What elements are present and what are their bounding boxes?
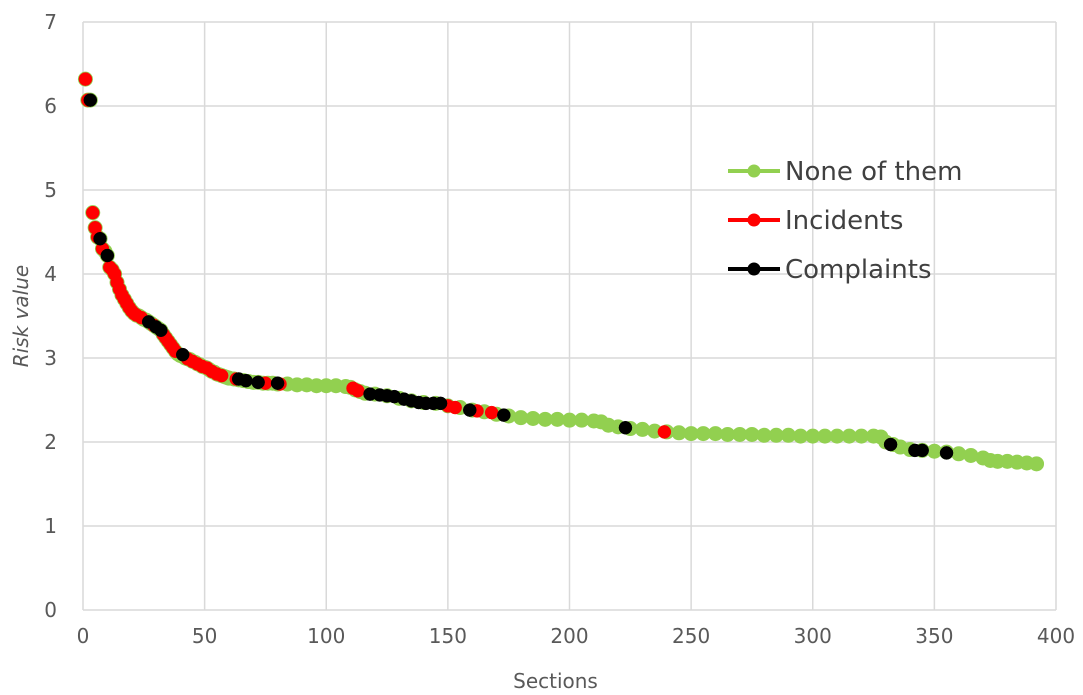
none-of-them-point bbox=[963, 447, 979, 463]
incidents-point bbox=[214, 368, 229, 383]
complaints-point bbox=[883, 437, 898, 452]
none-of-them-point bbox=[683, 426, 699, 442]
series-layer bbox=[77, 71, 1045, 472]
none-of-them-point bbox=[951, 446, 967, 462]
y-axis-title: Risk value bbox=[9, 265, 33, 367]
none-of-them-point bbox=[525, 410, 541, 426]
x-tick-label: 150 bbox=[429, 624, 467, 648]
y-tick-label: 0 bbox=[44, 598, 57, 622]
y-tick-label: 5 bbox=[44, 178, 57, 202]
none-of-them-point bbox=[756, 427, 772, 443]
legend-marker-incidents bbox=[747, 213, 761, 227]
none-of-them-point bbox=[768, 427, 784, 443]
y-tick-label: 7 bbox=[44, 10, 57, 34]
legend-label-complaints: Complaints bbox=[785, 255, 932, 285]
y-tick-label: 3 bbox=[44, 346, 57, 370]
legend-label-none-of-them: None of them bbox=[785, 157, 962, 187]
x-tick-label: 400 bbox=[1037, 624, 1075, 648]
x-tick-label: 0 bbox=[77, 624, 90, 648]
x-tick-label: 250 bbox=[672, 624, 710, 648]
none-of-them-point bbox=[537, 411, 553, 427]
y-tick-label: 1 bbox=[44, 514, 57, 538]
complaints-point bbox=[175, 347, 190, 362]
none-of-them-point bbox=[634, 421, 650, 437]
none-of-them-point bbox=[793, 428, 809, 444]
complaints-point bbox=[251, 375, 265, 390]
none-of-them-point bbox=[853, 428, 869, 444]
x-axis-title: Sections bbox=[513, 669, 598, 691]
x-tick-label: 100 bbox=[307, 624, 345, 648]
none-of-them-point bbox=[695, 426, 711, 442]
complaints-point bbox=[270, 376, 285, 390]
legend: None of them Incidents Complaints bbox=[728, 157, 962, 285]
complaints-point bbox=[433, 396, 448, 411]
incidents-point bbox=[448, 400, 462, 415]
incidents-point bbox=[78, 72, 93, 86]
none-of-them-point bbox=[707, 426, 723, 442]
none-of-them-point bbox=[926, 443, 942, 459]
none-of-them-point bbox=[1029, 456, 1045, 472]
incidents-point bbox=[484, 405, 499, 420]
complaints-point bbox=[93, 231, 107, 246]
y-tick-label: 6 bbox=[44, 94, 57, 118]
y-tick-label: 2 bbox=[44, 430, 57, 454]
none-of-them-point bbox=[732, 426, 748, 442]
complaints-point bbox=[83, 93, 98, 107]
none-of-them-point bbox=[562, 412, 577, 428]
none-of-them-point bbox=[829, 428, 845, 444]
complaints-point bbox=[239, 373, 253, 388]
none-of-them-point bbox=[513, 410, 529, 426]
complaints-point bbox=[939, 446, 954, 460]
none-of-them-point bbox=[744, 426, 760, 442]
grid bbox=[82, 21, 1057, 611]
legend-marker-none-of-them bbox=[747, 164, 761, 178]
none-of-them-point bbox=[817, 428, 833, 444]
complaints-point bbox=[463, 403, 477, 417]
legend-label-incidents: Incidents bbox=[785, 206, 903, 236]
complaints-point bbox=[915, 443, 929, 458]
incidents-point bbox=[85, 205, 100, 220]
complaints-point bbox=[154, 323, 168, 338]
complaints-point bbox=[100, 248, 115, 263]
none-of-them-point bbox=[780, 427, 796, 443]
series-incidents bbox=[78, 72, 672, 439]
none-of-them-point bbox=[549, 411, 565, 427]
x-tick-label: 200 bbox=[550, 624, 588, 648]
x-tick-label: 300 bbox=[794, 624, 832, 648]
none-of-them-point bbox=[671, 425, 687, 441]
incidents-point bbox=[657, 425, 672, 439]
complaints-point bbox=[618, 420, 633, 435]
y-tick-label: 4 bbox=[44, 262, 57, 286]
axes: 0 50 100 150 200 250 300 350 400 0 1 2 3 4 5 6 7 bbox=[44, 10, 1075, 648]
x-tick-label: 50 bbox=[192, 624, 217, 648]
series-complaints bbox=[83, 93, 954, 460]
none-of-them-point bbox=[805, 428, 821, 444]
x-tick-label: 350 bbox=[915, 624, 953, 648]
none-of-them-point bbox=[841, 428, 857, 444]
legend-marker-complaints bbox=[747, 262, 761, 276]
incidents-point bbox=[351, 384, 365, 398]
complaints-point bbox=[497, 408, 511, 422]
none-of-them-point bbox=[720, 426, 736, 442]
none-of-them-point bbox=[574, 412, 590, 428]
